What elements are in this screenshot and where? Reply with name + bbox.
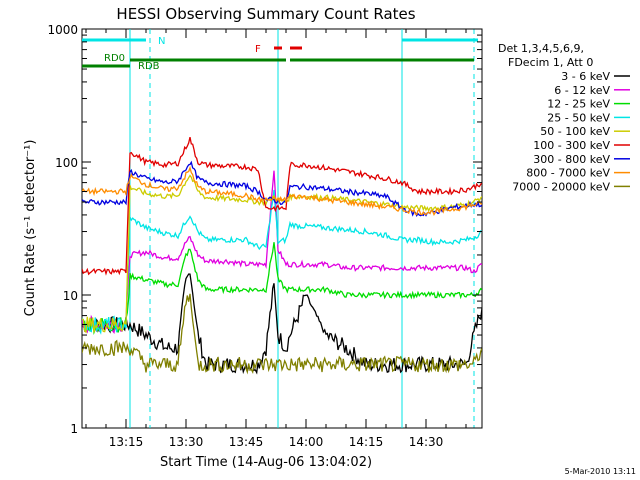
series-line-6-12-kev [82, 170, 482, 334]
legend-label-5: 100 - 300 keV [533, 139, 610, 152]
footer-timestamp: 5-Mar-2010 13:11 [565, 467, 636, 476]
y-tick-label-2: 100 [55, 156, 78, 170]
series-line-12-25-kev [82, 242, 482, 335]
series-line-800-7000-kev [82, 165, 482, 216]
series-line-7000-20000-kev [82, 293, 482, 375]
legend-header-line-1: Det 1,3,4,5,6,9, [498, 42, 584, 55]
x-tick-label-3: 14:00 [289, 435, 324, 449]
flag-label-f: F [255, 44, 261, 55]
legend-label-3: 25 - 50 keV [547, 111, 610, 124]
x-axis-label: Start Time (14-Aug-06 13:04:02) [160, 455, 372, 470]
legend-label-6: 300 - 800 keV [533, 153, 610, 166]
y-tick-label-0: 1 [70, 422, 78, 436]
legend-label-7: 800 - 7000 keV [526, 167, 610, 180]
plot-area [82, 29, 482, 428]
flag-label-n: N [158, 36, 165, 47]
flag-label-rdb: RDB [138, 61, 160, 72]
x-tick-label-5: 14:30 [409, 435, 444, 449]
legend-label-0: 3 - 6 keV [561, 70, 610, 83]
x-tick-label-0: 13:15 [109, 435, 144, 449]
legend-label-8: 7000 - 20000 keV [512, 180, 610, 193]
series-line-100-300-kev [82, 136, 482, 276]
legend-label-2: 12 - 25 keV [547, 98, 610, 111]
legend-label-1: 6 - 12 keV [554, 84, 610, 97]
y-tick-label-1: 10 [63, 289, 78, 303]
y-tick-label-3: 1000 [47, 23, 78, 37]
x-tick-label-2: 13:45 [229, 435, 264, 449]
legend-label-4: 50 - 100 keV [540, 125, 610, 138]
flag-label-rd0: RD0 [104, 53, 125, 64]
series-line-25-50-kev [82, 189, 482, 335]
plot-frame [81, 28, 483, 429]
y-axis-label: Count Rate (s⁻¹ detector⁻¹) [23, 140, 38, 317]
x-tick-label-4: 14:15 [349, 435, 384, 449]
chart-title: HESSI Observing Summary Count Rates [116, 5, 415, 23]
legend-header-line-2: FDecim 1, Att 0 [508, 56, 593, 69]
x-tick-label-1: 13:30 [169, 435, 204, 449]
